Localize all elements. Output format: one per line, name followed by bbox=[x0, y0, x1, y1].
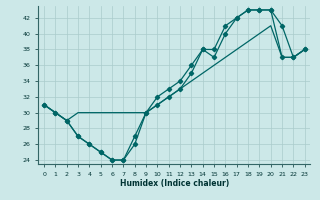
X-axis label: Humidex (Indice chaleur): Humidex (Indice chaleur) bbox=[120, 179, 229, 188]
